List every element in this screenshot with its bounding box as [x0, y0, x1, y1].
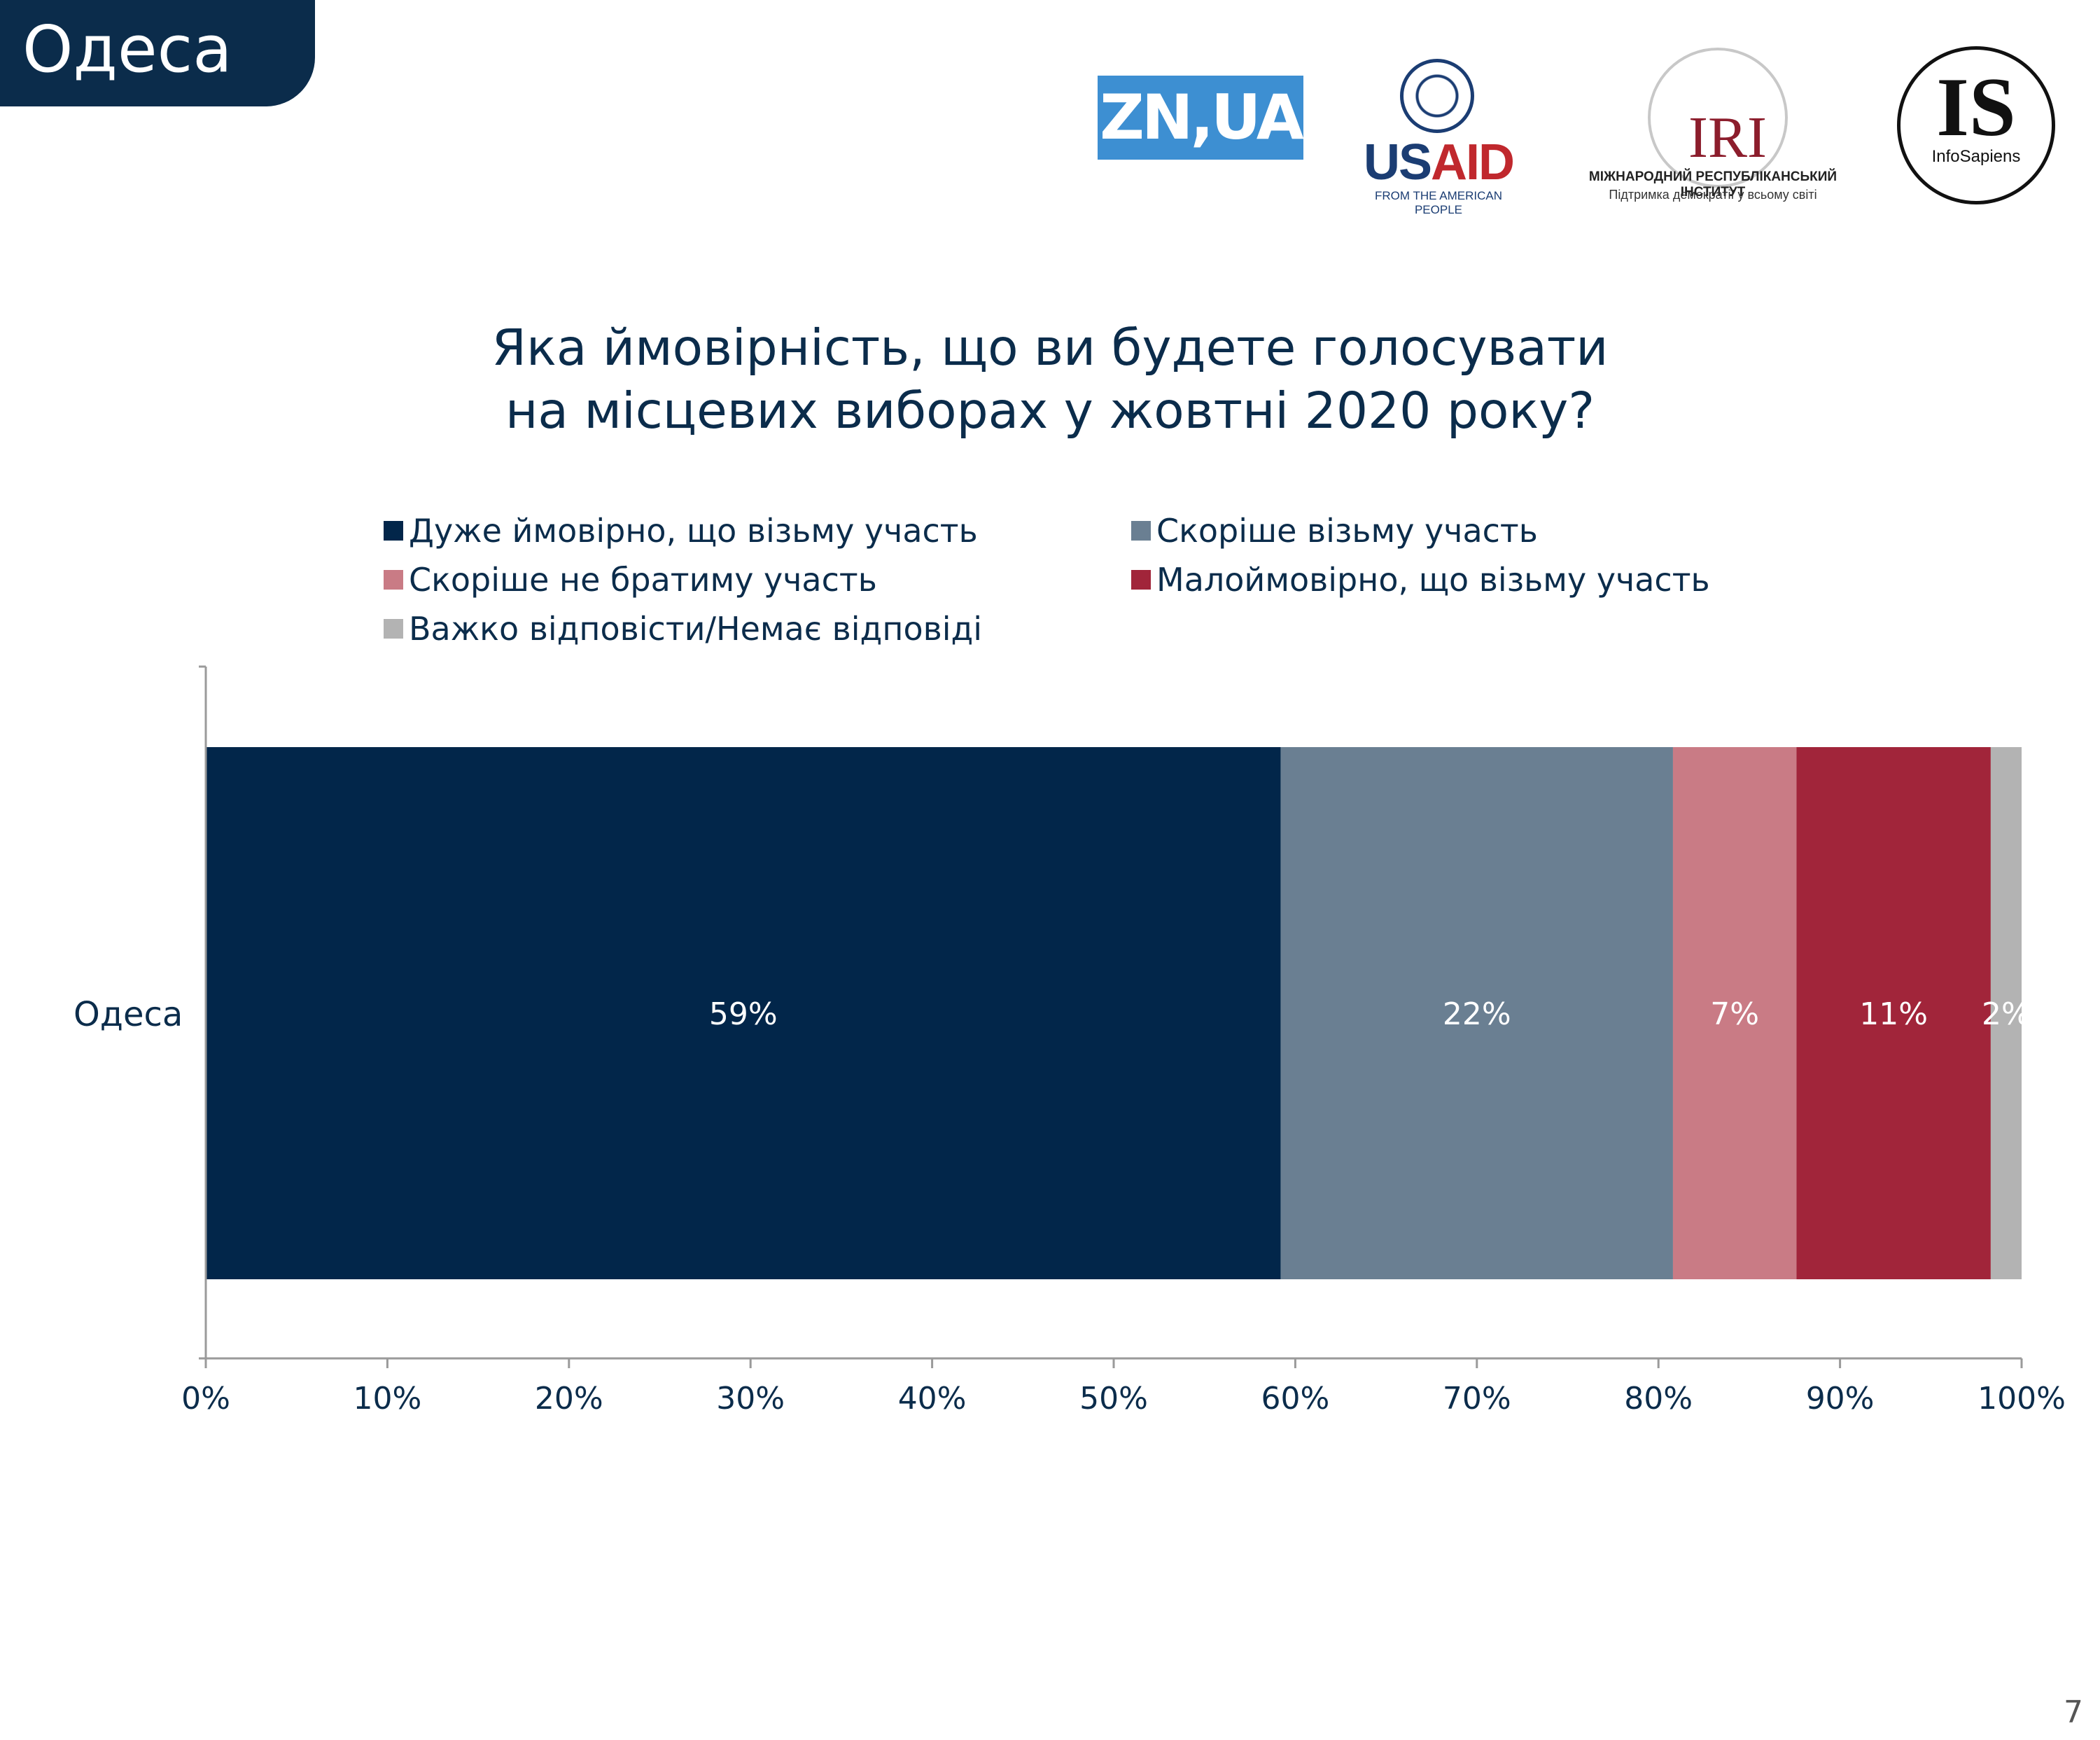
usaid-seal-icon	[1400, 59, 1474, 133]
zn-ua-logo-text: ZN,UA	[1098, 76, 1304, 160]
stacked-bar-chart: 59% 22% 7% 11% 2% Одеса 0% 10% 20% 30% 40% 50% 60% 70…	[74, 665, 2066, 1417]
data-label: 59%	[709, 996, 778, 1032]
data-label: 2%	[1982, 996, 2031, 1032]
data-label: 22%	[1443, 996, 1511, 1032]
iri-tagline: Підтримка демократії у всьому світі	[1609, 188, 1817, 202]
legend-swatch	[384, 619, 403, 639]
chart-title: Яка ймовірність, що ви будете голосувати…	[0, 316, 2100, 443]
iri-wordmark: IRI	[1688, 105, 1767, 170]
legend-label: Скоріше не братиму участь	[409, 561, 877, 599]
x-tick-label: 100%	[1977, 1381, 2066, 1417]
x-tick-label: 10%	[354, 1381, 422, 1417]
legend-label: Важко відповісти/Немає відповіді	[409, 610, 983, 648]
bar-segment	[1990, 747, 2022, 1279]
chart-title-line-2: на місцевих виборах у жовтні 2020 року?	[505, 382, 1595, 440]
infosapiens-circle-icon	[1897, 46, 2055, 204]
infosapiens-name: InfoSapiens	[1931, 147, 2021, 166]
legend-label: Малоймовірно, що візьму участь	[1156, 561, 1710, 599]
legend-swatch	[1131, 570, 1151, 590]
usaid-tagline: FROM THE AMERICAN PEOPLE	[1375, 189, 1502, 216]
page-number: 7	[2064, 1694, 2083, 1730]
globe-icon	[1648, 48, 1788, 188]
bar-segment	[1280, 747, 1673, 1279]
section-tab: Одеса	[0, 0, 315, 106]
data-label: 7%	[1710, 996, 1759, 1032]
section-title: Одеса	[22, 12, 232, 87]
legend-swatch	[1131, 521, 1151, 541]
x-tick-label: 40%	[898, 1381, 967, 1417]
chart-title-line-1: Яка ймовірність, що ви будете голосувати	[491, 319, 1609, 377]
x-tick-label: 60%	[1261, 1381, 1330, 1417]
x-tick-label: 80%	[1624, 1381, 1693, 1417]
x-tick-label: 70%	[1443, 1381, 1511, 1417]
legend-swatch	[384, 570, 403, 590]
bar-segment	[1672, 747, 1797, 1279]
bar-segment	[1796, 747, 1991, 1279]
x-tick-label: 0%	[181, 1381, 230, 1417]
legend-label: Скоріше візьму участь	[1156, 512, 1538, 550]
x-tick-label: 20%	[535, 1381, 603, 1417]
legend-swatch	[384, 521, 403, 541]
iri-logo: IRI МІЖНАРОДНИЙ РЕСПУБЛІКАНСЬКИЙ ІНСТИТУ…	[1555, 48, 1870, 209]
usaid-wordmark: USAID	[1363, 134, 1515, 190]
infosapiens-logo: IS InfoSapiens	[1897, 46, 2058, 207]
iri-name: МІЖНАРОДНИЙ РЕСПУБЛІКАНСЬКИЙ ІНСТИТУТ	[1588, 169, 1837, 200]
x-tick-label: 30%	[716, 1381, 785, 1417]
infosapiens-monogram: IS	[1936, 60, 2016, 153]
bar-segment	[206, 747, 1281, 1279]
x-tick-label: 50%	[1079, 1381, 1148, 1417]
x-tick-label: 90%	[1806, 1381, 1875, 1417]
usaid-logo: USAID FROM THE AMERICAN PEOPLE	[1351, 59, 1526, 216]
legend-label: Дуже ймовірно, що візьму участь	[409, 512, 978, 550]
category-label: Одеса	[74, 995, 183, 1034]
data-label: 11%	[1859, 996, 1928, 1032]
zn-ua-logo: ZN,UA	[1098, 76, 1304, 160]
